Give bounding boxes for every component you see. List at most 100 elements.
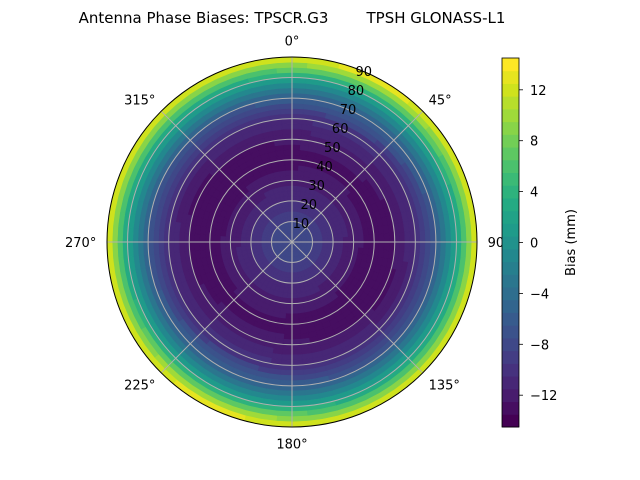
colorbar-tick-label: 8 bbox=[530, 135, 538, 150]
heatmap-cell bbox=[288, 200, 293, 207]
heatmap-cell bbox=[219, 241, 226, 249]
heatmap-cell bbox=[284, 154, 293, 161]
heatmap-cell bbox=[277, 82, 293, 89]
heatmap-cell bbox=[291, 174, 299, 181]
colorbar-level bbox=[502, 185, 519, 199]
heatmap-cell bbox=[342, 236, 349, 243]
colorbar-level bbox=[502, 299, 519, 313]
heatmap-cell bbox=[240, 245, 247, 252]
heatmap-cell bbox=[291, 87, 306, 94]
heatmap-cell bbox=[276, 66, 293, 74]
colorbar-level bbox=[502, 134, 519, 148]
heatmap-cell bbox=[291, 410, 308, 418]
heatmap-cell bbox=[152, 241, 160, 255]
heatmap-cell bbox=[281, 185, 288, 192]
heatmap-cell bbox=[291, 123, 303, 130]
heatmap-cell bbox=[230, 241, 236, 248]
heatmap-cell bbox=[278, 87, 293, 94]
heatmap-cell bbox=[291, 144, 301, 151]
colorbar-label: Bias (mm) bbox=[564, 209, 579, 276]
heatmap-cell bbox=[281, 354, 293, 361]
heatmap-cell bbox=[282, 338, 293, 346]
heatmap-cell bbox=[296, 292, 303, 299]
heatmap-cell bbox=[353, 235, 360, 243]
heatmap-cell bbox=[188, 232, 196, 243]
heatmap-cell bbox=[284, 164, 293, 171]
heatmap-cell bbox=[348, 236, 354, 243]
heatmap-cell bbox=[280, 369, 293, 376]
heatmap-cell bbox=[116, 241, 124, 258]
colorbar-level bbox=[502, 147, 519, 161]
heatmap-cell bbox=[283, 328, 293, 335]
heatmap-cell bbox=[440, 228, 447, 243]
heatmap-cell bbox=[178, 231, 185, 243]
heatmap-cell bbox=[363, 241, 370, 250]
radial-tick-label: 30 bbox=[308, 179, 325, 194]
heatmap-cell bbox=[285, 174, 293, 181]
heatmap-cell bbox=[291, 282, 297, 289]
heatmap-cell bbox=[291, 374, 305, 382]
angular-gridline bbox=[291, 241, 424, 374]
colorbar-level bbox=[502, 261, 519, 275]
heatmap-cell bbox=[194, 241, 201, 251]
heatmap-cell bbox=[424, 229, 432, 243]
colorbar-level bbox=[502, 223, 519, 237]
radial-tick-label: 60 bbox=[332, 122, 349, 137]
heatmap-cell bbox=[291, 138, 302, 146]
heatmap-cell bbox=[132, 227, 139, 243]
heatmap-cell bbox=[291, 313, 300, 320]
heatmap-cell bbox=[279, 102, 293, 110]
colorbar-level bbox=[502, 58, 519, 72]
heatmap-cell bbox=[378, 233, 385, 243]
heatmap-cell bbox=[276, 410, 293, 418]
heatmap-cell bbox=[404, 231, 411, 243]
heatmap-cell bbox=[291, 303, 299, 310]
heatmap-cell bbox=[152, 229, 160, 243]
heatmap-cell bbox=[137, 228, 144, 243]
colorbar-level bbox=[502, 274, 519, 288]
heatmap-cell bbox=[281, 123, 293, 130]
colorbar-level bbox=[502, 70, 519, 84]
heatmap-cell bbox=[388, 241, 396, 252]
heatmap-cell bbox=[291, 277, 296, 284]
heatmap-cell bbox=[291, 323, 300, 330]
colorbar-level bbox=[502, 401, 519, 415]
radial-tick-label: 90 bbox=[356, 65, 373, 80]
colorbar-tick-label: −12 bbox=[530, 389, 557, 404]
heatmap-cell bbox=[286, 185, 293, 192]
heatmap-cell bbox=[358, 241, 365, 249]
heatmap-cell bbox=[285, 303, 293, 310]
radial-tick-label: 50 bbox=[324, 141, 341, 156]
colorbar-level bbox=[502, 312, 519, 326]
heatmap-cell bbox=[378, 241, 385, 251]
colorbar-level bbox=[502, 172, 519, 186]
chart-title: Antenna Phase Biases: TPSCR.G3 TPSH GLON… bbox=[79, 9, 506, 27]
heatmap-cell bbox=[283, 144, 293, 151]
heatmap-cell bbox=[284, 313, 293, 320]
heatmap-cell bbox=[178, 241, 185, 253]
heatmap-cell bbox=[286, 180, 293, 186]
angular-gridline bbox=[291, 110, 424, 243]
heatmap-cell bbox=[332, 237, 339, 243]
heatmap-cell bbox=[284, 159, 293, 166]
colorbar-level bbox=[502, 350, 519, 364]
heatmap-cell bbox=[363, 234, 370, 243]
heatmap-cell bbox=[291, 154, 300, 161]
heatmap-cell bbox=[209, 234, 216, 243]
heatmap-cell bbox=[277, 395, 293, 402]
heatmap-cell bbox=[224, 235, 231, 243]
heatmap-cell bbox=[291, 333, 301, 340]
heatmap-cell bbox=[204, 234, 211, 243]
heatmap-cell bbox=[188, 241, 196, 252]
colorbar-level bbox=[502, 363, 519, 377]
colorbar-level bbox=[502, 83, 519, 97]
heatmap-cell bbox=[404, 241, 411, 253]
heatmap-cell bbox=[235, 236, 242, 243]
colorbar-tick-label: −4 bbox=[530, 287, 549, 302]
theta-tick-label: 135° bbox=[429, 379, 460, 394]
heatmap-cell bbox=[224, 241, 231, 249]
heatmap-cell bbox=[368, 234, 375, 243]
heatmap-cell bbox=[158, 230, 165, 243]
heatmap-cell bbox=[291, 292, 298, 299]
heatmap-cell bbox=[214, 234, 221, 243]
